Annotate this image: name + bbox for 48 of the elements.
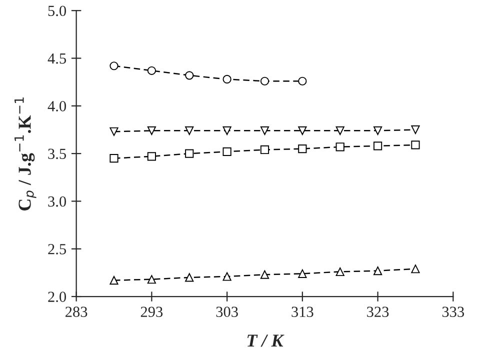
point bbox=[185, 71, 194, 80]
point bbox=[222, 147, 232, 156]
point bbox=[298, 269, 307, 278]
point bbox=[336, 142, 344, 152]
point bbox=[336, 267, 344, 276]
point bbox=[222, 126, 232, 135]
x-tick-label: 283 bbox=[66, 306, 88, 317]
point bbox=[185, 273, 194, 282]
point bbox=[373, 142, 382, 150]
y-tick-label: 2.0 bbox=[48, 292, 66, 302]
x-axis-title: T / K bbox=[247, 334, 284, 347]
point bbox=[110, 127, 118, 136]
point bbox=[222, 272, 232, 281]
point bbox=[110, 62, 118, 70]
point bbox=[373, 126, 382, 135]
y-tick-label: 4.5 bbox=[48, 53, 66, 64]
x-tick-label: 303 bbox=[216, 306, 238, 317]
point bbox=[185, 149, 194, 158]
point bbox=[260, 76, 270, 86]
point bbox=[110, 154, 118, 163]
y-axis-title: C$_{p}$ / J.g$^{−1}$.K$^{−1}$ bbox=[14, 98, 36, 210]
point bbox=[147, 126, 156, 135]
point bbox=[185, 126, 194, 135]
y-tick-label: 3.5 bbox=[48, 148, 66, 160]
point bbox=[336, 126, 344, 135]
point bbox=[260, 145, 270, 154]
x-tick-label: 293 bbox=[140, 306, 163, 317]
point bbox=[147, 152, 156, 161]
point bbox=[411, 264, 420, 274]
point bbox=[373, 266, 382, 276]
y-tick-label: 2.5 bbox=[48, 244, 66, 254]
point bbox=[147, 275, 156, 284]
x-tick-label: 333 bbox=[442, 306, 464, 317]
point bbox=[411, 140, 420, 150]
y-tick-label: 5.0 bbox=[48, 6, 66, 16]
point bbox=[110, 276, 118, 285]
x-tick-label: 313 bbox=[292, 306, 314, 317]
point bbox=[411, 125, 420, 134]
point bbox=[147, 66, 156, 75]
y-tick-label: 4.0 bbox=[48, 101, 66, 112]
y-tick-label: 3.0 bbox=[48, 196, 66, 207]
point bbox=[298, 76, 307, 86]
point bbox=[260, 270, 270, 279]
point bbox=[222, 74, 232, 84]
x-tick-label: 323 bbox=[367, 306, 389, 317]
point bbox=[298, 126, 307, 135]
point bbox=[298, 144, 307, 154]
point bbox=[260, 126, 270, 135]
